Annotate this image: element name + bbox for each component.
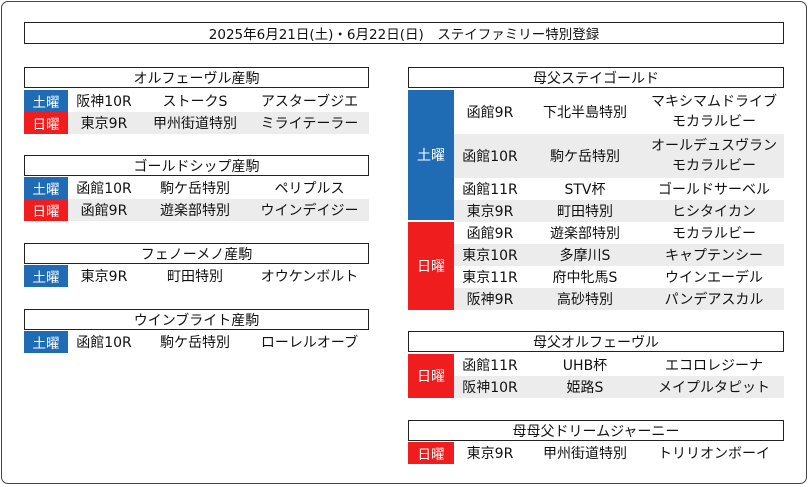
table-row: 日曜 東京9R 甲州街道特別 ミライテーラー: [24, 112, 369, 134]
table-row: 日曜 東京9R 甲州街道特別 トリリオンボーイ: [408, 442, 784, 464]
horse-cell: ウインエーデル: [665, 270, 763, 286]
event-cell: 駒ケ岳特別: [550, 149, 620, 165]
event-cell: 町田特別: [557, 204, 613, 220]
table-row: 函館9R 下北半島特別 マキシマムドライブ モカラルビー: [454, 90, 784, 134]
race-cell: 函館9R: [466, 226, 514, 242]
day-badge-sunday: 日曜: [24, 199, 68, 221]
event-cell: 駒ケ岳特別: [160, 181, 230, 197]
event-cell: STV杯: [564, 182, 606, 198]
day-badge-sunday: 日曜: [408, 442, 454, 464]
horse-cell: モカラルビー: [672, 226, 756, 242]
horse-cell: ゴールドサーベル: [658, 182, 770, 198]
day-badge-saturday: 土曜: [24, 331, 68, 353]
horse-cell: ペリプルス: [274, 181, 345, 197]
table-row: 土曜 函館10R 駒ケ岳特別 ローレルオーブ: [24, 331, 369, 353]
event-cell: 甲州街道特別: [543, 446, 627, 462]
section-heading-text: ゴールドシップ産駒: [133, 158, 260, 175]
section-heading-orfevre-progeny: オルフェーヴル産駒: [24, 67, 369, 88]
horse-cell: ミライテーラー: [260, 116, 359, 132]
section-heading-win-bright-progeny: ウインブライト産駒: [24, 309, 369, 330]
race-cell: 東京9R: [466, 446, 514, 462]
section-heading-gold-ship-progeny: ゴールドシップ産駒: [24, 155, 369, 176]
table-row: 日曜 函館9R 遊楽部特別 ウインデイジー: [24, 199, 369, 221]
race-cell: 函館10R: [76, 181, 132, 197]
horse-name: モカラルビー: [672, 114, 756, 130]
page-title: 2025年6月21日(土)・6月22日(日) ステイファミリー特別登録: [24, 22, 784, 44]
race-cell: 阪神9R: [466, 292, 514, 308]
race-cell: 阪神10R: [462, 380, 518, 396]
horse-cell: キャプテンシー: [665, 248, 763, 264]
horse-cell: オールデュスヴラン モカラルビー: [644, 134, 784, 178]
section-heading-fenomeno-progeny: フェノーメノ産駒: [24, 243, 369, 264]
section-heading-text: オルフェーヴル産駒: [133, 70, 260, 87]
table-row: 函館11R STV杯 ゴールドサーベル: [454, 178, 784, 200]
horse-cell: トリリオンボーイ: [658, 446, 770, 462]
section-heading-text: 母父オルフェーヴル: [533, 334, 659, 351]
table-row: 土曜 函館10R 駒ケ岳特別 ペリプルス: [24, 177, 369, 199]
day-badge-saturday: 土曜: [24, 90, 68, 112]
day-badge-sunday: 日曜: [24, 112, 68, 134]
event-cell: 下北半島特別: [543, 105, 627, 121]
event-cell: 遊楽部特別: [550, 226, 620, 242]
section-heading-text: 母父ステイゴールド: [533, 70, 659, 87]
table-row: 東京11R 府中牝馬S ウインエーデル: [454, 266, 784, 288]
section-heading-damsire-orfevre: 母父オルフェーヴル: [408, 331, 784, 352]
section-heading-text: 母母父ドリームジャーニー: [512, 423, 680, 440]
table-row: 東京9R 町田特別 ヒシタイカン: [454, 200, 784, 222]
race-cell: 東京11R: [462, 270, 518, 286]
day-badge-saturday: 土曜: [24, 177, 68, 199]
section-heading-damsire-stay-gold: 母父ステイゴールド: [408, 67, 784, 88]
race-cell: 函館9R: [80, 203, 128, 219]
table-row: 阪神10R 姫路S メイプルタピット: [454, 376, 784, 398]
race-cell: 函館10R: [462, 149, 518, 165]
event-cell: ストークS: [162, 94, 228, 110]
table-row: 土曜 阪神10R ストークS アスターブジエ: [24, 90, 369, 112]
horse-cell: エコロレジーナ: [665, 358, 763, 374]
table-row: 東京10R 多摩川S キャプテンシー: [454, 244, 784, 266]
horse-cell: オウケンボルト: [260, 269, 359, 285]
horse-cell: ヒシタイカン: [672, 204, 756, 220]
horse-cell: ローレルオーブ: [260, 335, 359, 351]
horse-cell: アスターブジエ: [260, 94, 359, 110]
race-cell: 函館10R: [76, 335, 132, 351]
event-cell: 遊楽部特別: [160, 203, 230, 219]
table-row: 函館9R 遊楽部特別 モカラルビー: [454, 222, 784, 244]
horse-cell: ウインデイジー: [260, 203, 359, 219]
horse-cell: パンデアスカル: [664, 292, 764, 308]
table-row: 函館10R 駒ケ岳特別 オールデュスヴラン モカラルビー: [454, 134, 784, 178]
horse-cell: マキシマムドライブ モカラルビー: [644, 90, 784, 134]
table-row: 函館11R UHB杯 エコロレジーナ: [454, 354, 784, 376]
event-cell: 甲州街道特別: [153, 116, 237, 132]
day-badge-saturday: 土曜: [408, 90, 454, 220]
race-cell: 函館11R: [462, 358, 518, 374]
race-cell: 函館9R: [466, 105, 514, 121]
race-cell: 東京9R: [80, 269, 128, 285]
event-cell: 高砂特別: [557, 292, 613, 308]
event-cell: 町田特別: [167, 269, 223, 285]
horse-cell: メイプルタピット: [658, 380, 770, 396]
table-row: 土曜 東京9R 町田特別 オウケンボルト: [24, 265, 369, 287]
day-badge-sunday: 日曜: [408, 354, 454, 398]
event-cell: 姫路S: [566, 380, 604, 396]
race-cell: 函館11R: [462, 182, 518, 198]
race-cell: 阪神10R: [76, 94, 132, 110]
section-heading-text: フェノーメノ産駒: [140, 246, 253, 263]
page-title-text: 2025年6月21日(土)・6月22日(日) ステイファミリー特別登録: [208, 27, 600, 43]
event-cell: UHB杯: [562, 358, 608, 374]
horse-name: マキシマムドライブ: [651, 94, 777, 110]
race-cell: 東京10R: [462, 248, 518, 264]
event-cell: 府中牝馬S: [552, 270, 618, 286]
table-row: 阪神9R 高砂特別 パンデアスカル: [454, 288, 784, 310]
section-heading-second-damsire-dream-journey: 母母父ドリームジャーニー: [408, 420, 784, 441]
horse-name: モカラルビー: [672, 158, 756, 174]
day-badge-saturday: 土曜: [24, 265, 68, 287]
day-badge-sunday: 日曜: [408, 222, 454, 310]
event-cell: 駒ケ岳特別: [160, 335, 230, 351]
race-cell: 東京9R: [466, 204, 514, 220]
section-heading-text: ウインブライト産駒: [133, 312, 260, 329]
horse-name: オールデュスヴラン: [651, 138, 777, 154]
event-cell: 多摩川S: [559, 248, 611, 264]
race-cell: 東京9R: [80, 116, 128, 132]
